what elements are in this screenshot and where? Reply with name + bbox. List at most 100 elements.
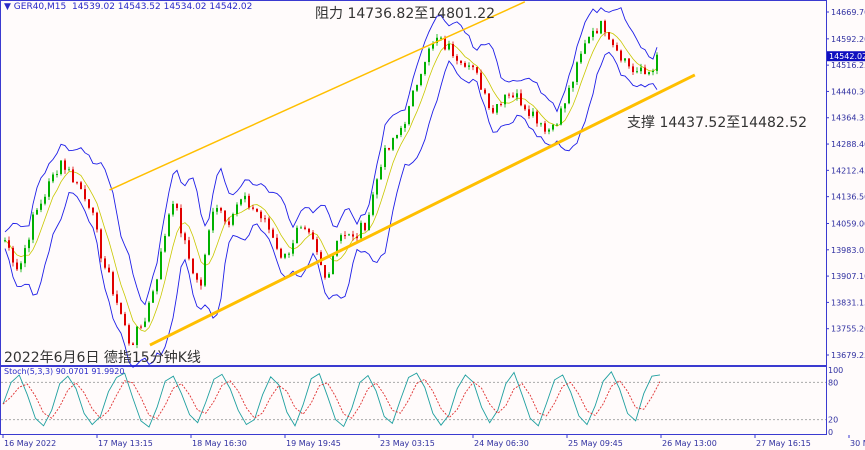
x-tick-label: 18 May 16:30: [192, 439, 247, 448]
candle-body: [420, 74, 422, 86]
candle-body: [272, 229, 274, 238]
chart-header: ▼ GER40,M15 14539.02 14543.52 14534.02 1…: [4, 2, 252, 12]
last-price-label: 14542.02: [829, 52, 865, 61]
candle-body: [584, 43, 586, 54]
candle-body: [348, 234, 350, 236]
candle-body: [260, 211, 262, 219]
candle-body: [292, 243, 294, 254]
candle-body: [128, 325, 130, 344]
candle-body: [168, 214, 170, 236]
candle-body: [196, 273, 198, 280]
ohlc-readout: 14539.02 14543.52 14534.02 14542.02: [71, 2, 253, 12]
candle-body: [572, 81, 574, 88]
candle-body: [428, 48, 430, 63]
candle-body: [384, 147, 386, 167]
candle-body: [148, 302, 150, 322]
candle-body: [540, 123, 542, 125]
candle-body: [468, 65, 470, 67]
candle-body: [388, 147, 390, 150]
candle-body: [96, 212, 98, 230]
stoch-tick-label: 80: [828, 378, 838, 387]
candle-body: [4, 240, 6, 242]
y-tick-label: 13755.20: [831, 325, 865, 334]
candle-body: [24, 248, 26, 264]
candle-body: [228, 221, 230, 225]
candle-body: [460, 60, 462, 64]
candle-body: [644, 67, 646, 75]
candle-body: [8, 240, 10, 248]
x-tick-label: 19 May 19:45: [286, 439, 341, 448]
candle-body: [548, 129, 550, 132]
candle-body: [652, 70, 654, 73]
y-tick-label: 14440.30: [831, 87, 865, 96]
candle-body: [236, 204, 238, 215]
candle-body: [444, 37, 446, 50]
candle-body: [508, 94, 510, 96]
candle-body: [156, 279, 158, 292]
candle-body: [404, 124, 406, 128]
candle-body: [356, 236, 358, 239]
candle-body: [500, 104, 502, 106]
resistance-channel-line: [109, 1, 526, 191]
candle-body: [532, 111, 534, 116]
candle-body: [188, 240, 190, 259]
candle-body: [84, 189, 86, 200]
candle-body: [72, 169, 74, 183]
candle-body: [368, 214, 370, 231]
candle-body: [336, 240, 338, 256]
candle-body: [472, 65, 474, 68]
candle-body: [640, 67, 642, 72]
candle-body: [512, 95, 514, 98]
candle-body: [332, 255, 334, 275]
candle-body: [364, 222, 366, 231]
y-tick-label: 13679.25: [831, 351, 865, 360]
candle-body: [88, 199, 90, 208]
candle-body: [44, 196, 46, 204]
candle-body: [464, 63, 466, 67]
candle-body: [100, 229, 102, 259]
symbol-label: GER40,M15: [13, 2, 67, 12]
candle-body: [144, 321, 146, 327]
candle-body: [360, 222, 362, 239]
candle-body: [520, 93, 522, 106]
candle-body: [484, 89, 486, 94]
y-tick-label: 14059.00: [831, 219, 865, 228]
candle-body: [396, 134, 398, 139]
x-tick-label: 24 May 06:30: [474, 439, 529, 448]
candle-body: [244, 195, 246, 200]
candle-body: [216, 208, 218, 212]
candle-body: [504, 94, 506, 105]
candle-body: [312, 232, 314, 240]
stoch-panel-frame: [0, 366, 827, 435]
candle-body: [164, 235, 166, 252]
candle-body: [108, 267, 110, 273]
stoch-tick-label: 0: [828, 428, 833, 437]
candle-body: [628, 58, 630, 67]
stochastic-label: Stoch(5,3,3) 90.0701 91.9920: [4, 367, 125, 376]
candle-body: [412, 90, 414, 107]
candle-body: [212, 211, 214, 231]
candle-body: [528, 109, 530, 116]
candle-body: [160, 251, 162, 280]
candle-body: [456, 56, 458, 61]
candle-body: [12, 247, 14, 263]
candle-body: [300, 227, 302, 229]
resistance-annotation: 阻力 14736.82至14801.22: [315, 6, 496, 22]
candle-body: [280, 248, 282, 258]
candle-body: [304, 227, 306, 229]
stoch-tick-label: 20: [828, 416, 838, 425]
candle-body: [20, 263, 22, 270]
candle-body: [608, 32, 610, 40]
moving-average-line: [4, 31, 658, 332]
y-tick-label: 14288.40: [831, 140, 865, 149]
candle-body: [492, 108, 494, 113]
candle-body: [564, 103, 566, 109]
candle-body: [32, 214, 34, 240]
candle-body: [600, 20, 602, 34]
dropdown-triangle-icon[interactable]: ▼: [4, 2, 11, 12]
candle-body: [372, 194, 374, 215]
candle-body: [576, 62, 578, 82]
candle-body: [220, 208, 222, 211]
candle-body: [56, 173, 58, 175]
